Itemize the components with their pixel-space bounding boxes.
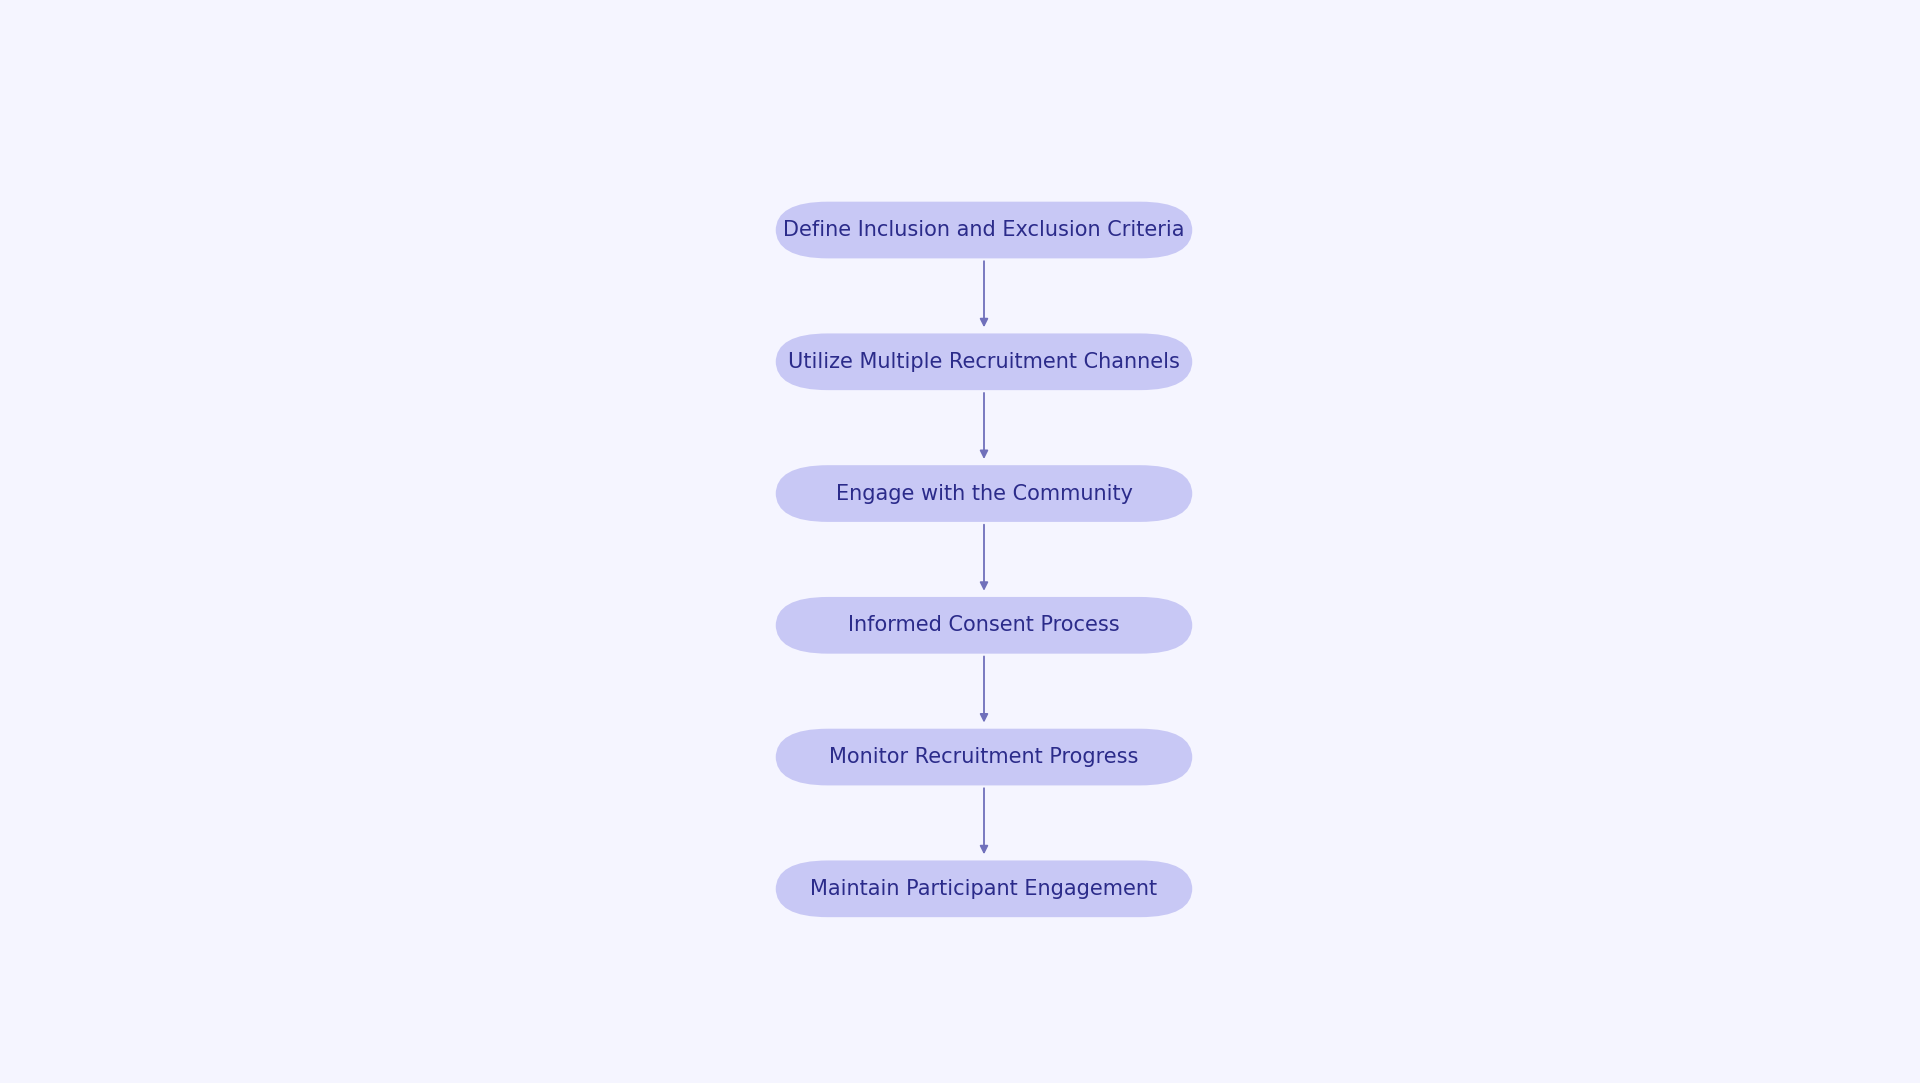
Text: Utilize Multiple Recruitment Channels: Utilize Multiple Recruitment Channels [787,352,1181,371]
Text: Monitor Recruitment Progress: Monitor Recruitment Progress [829,747,1139,767]
Text: Define Inclusion and Exclusion Criteria: Define Inclusion and Exclusion Criteria [783,220,1185,240]
FancyBboxPatch shape [776,597,1192,654]
FancyBboxPatch shape [776,201,1192,259]
FancyBboxPatch shape [776,861,1192,917]
FancyBboxPatch shape [776,729,1192,785]
Text: Informed Consent Process: Informed Consent Process [849,615,1119,636]
FancyBboxPatch shape [776,334,1192,390]
Text: Maintain Participant Engagement: Maintain Participant Engagement [810,878,1158,899]
FancyBboxPatch shape [776,466,1192,522]
Text: Engage with the Community: Engage with the Community [835,483,1133,504]
